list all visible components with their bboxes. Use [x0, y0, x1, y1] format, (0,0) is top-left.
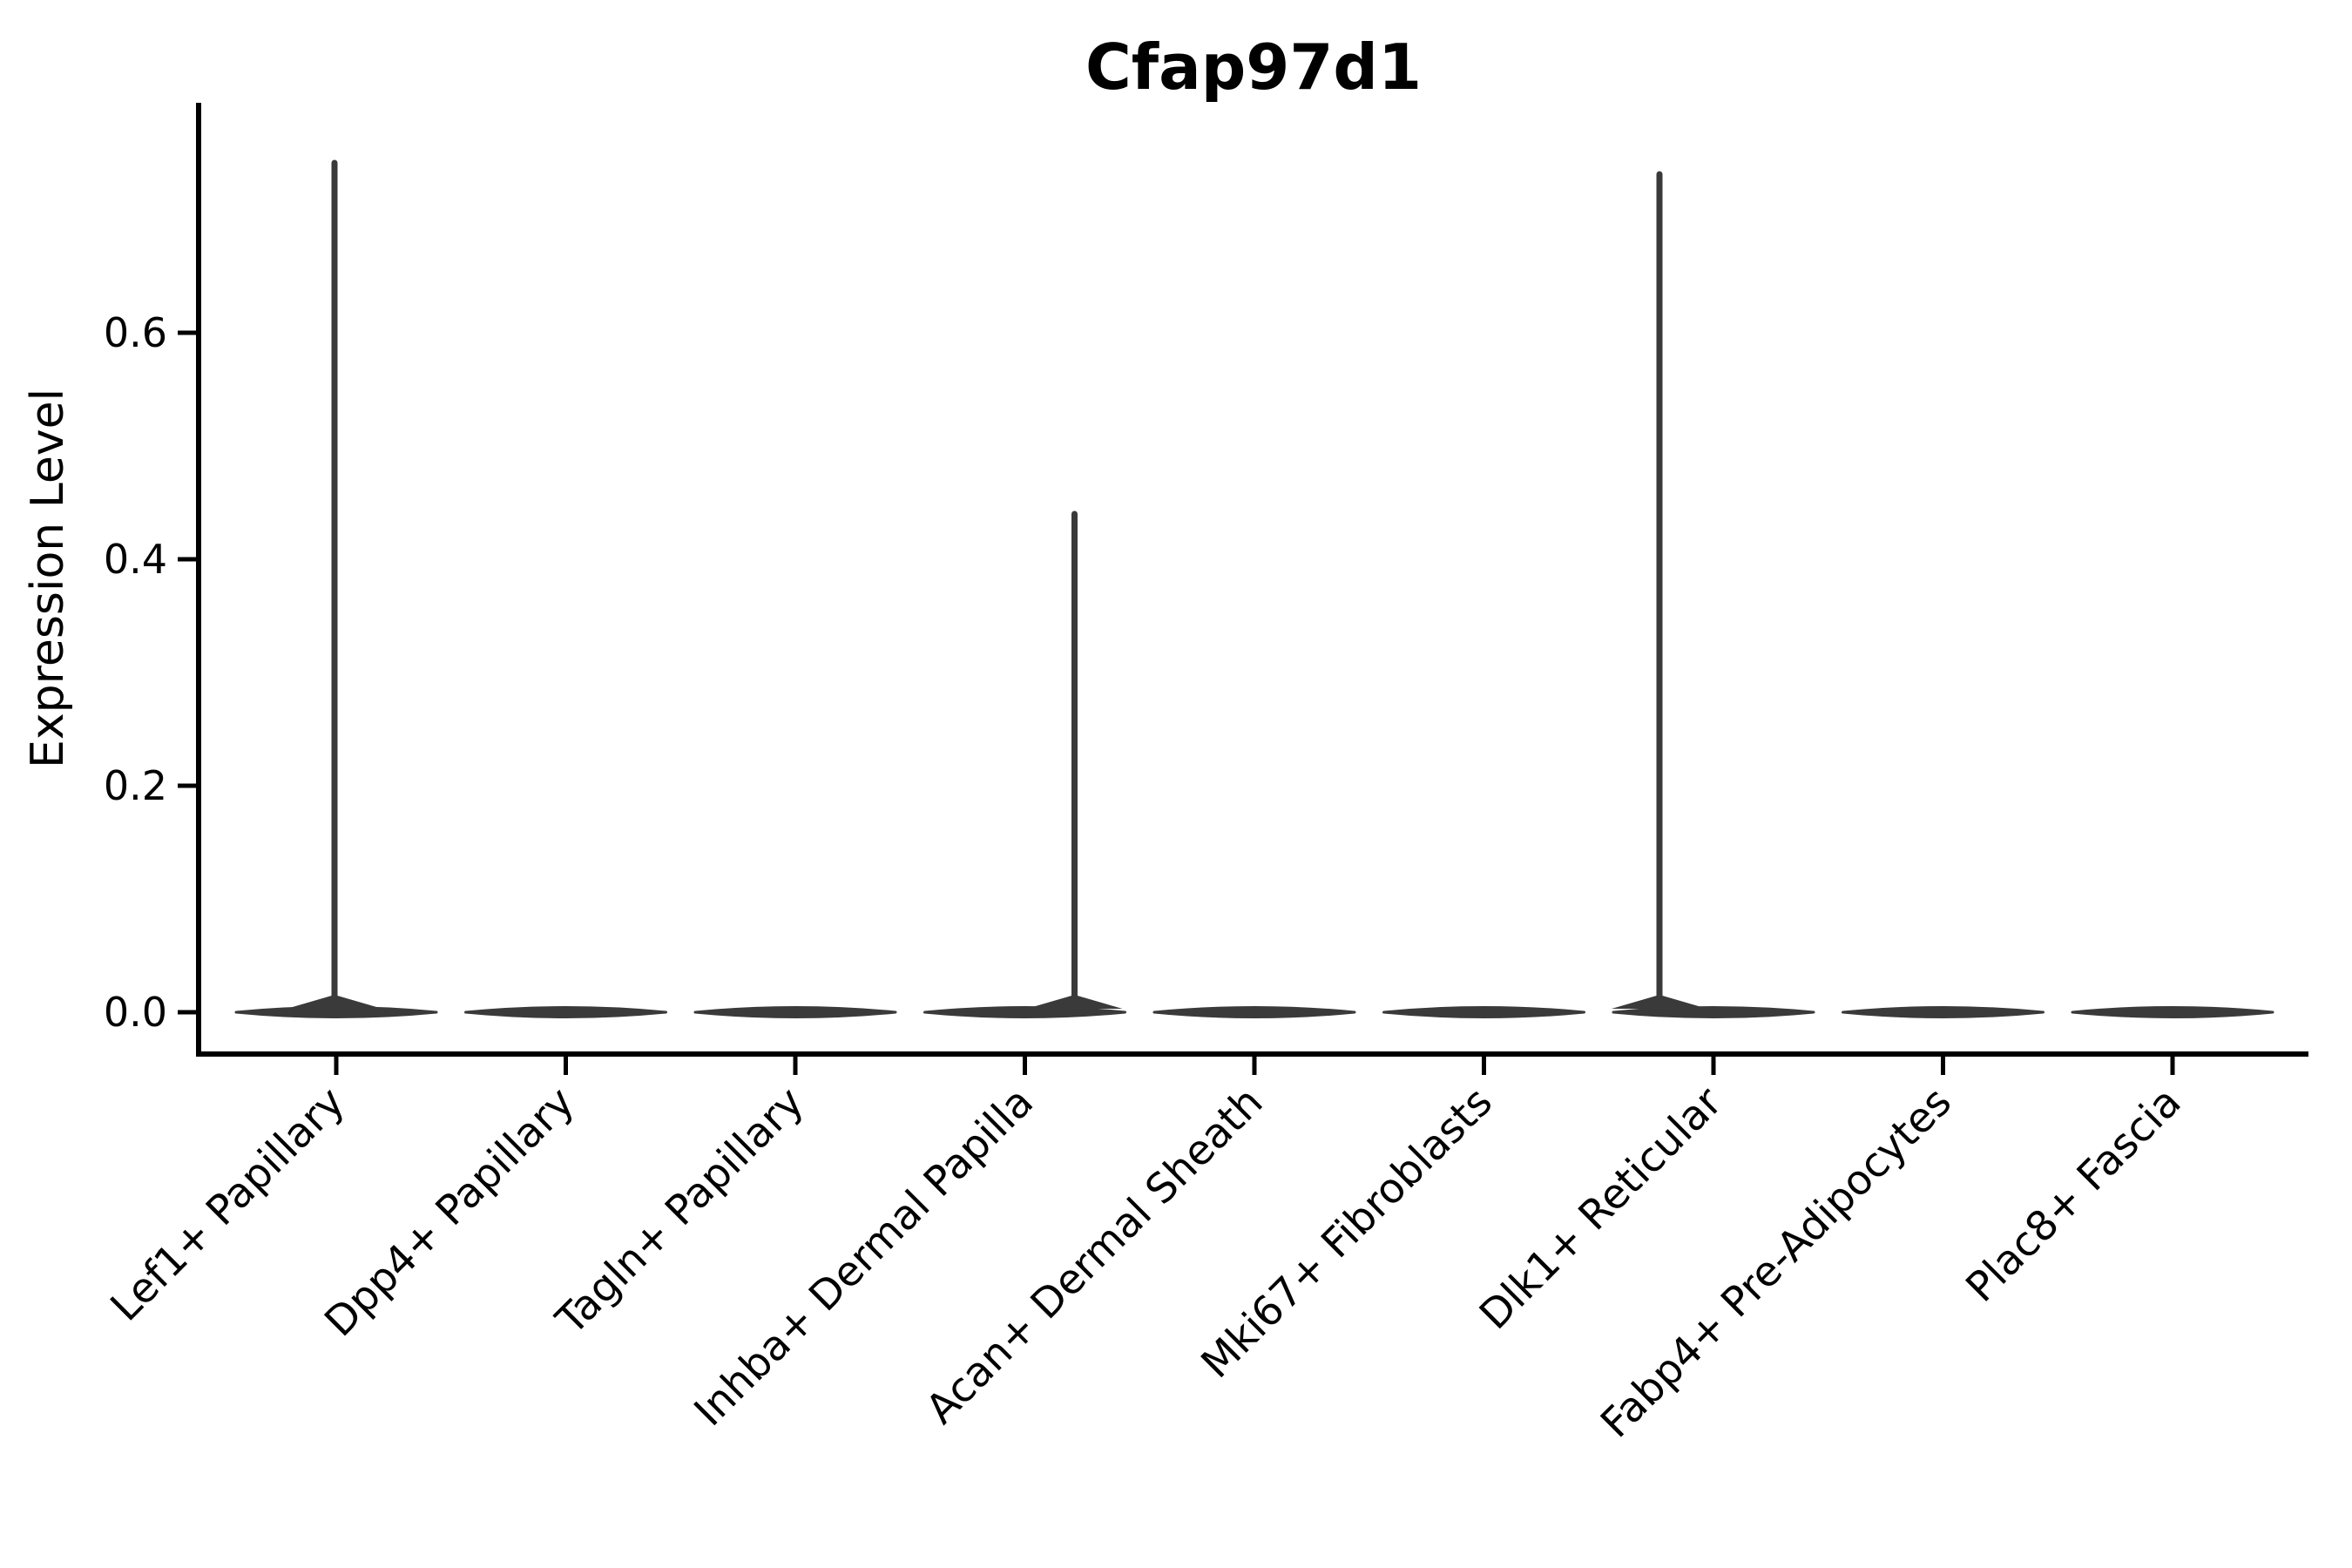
violin-acan-dermal-sheath [1152, 1006, 1356, 1018]
y-tick-label: 0.4 [104, 536, 167, 583]
violin-dpp4-papillary [464, 1006, 667, 1018]
violin-plac8-fascia [2071, 1006, 2274, 1018]
violin-tagln-papillary [693, 1006, 897, 1018]
violin-body [1842, 1006, 2044, 1018]
y-axis-ticks-group: 0.0 0.2 0.4 0.6 [104, 309, 199, 1036]
y-tick-label: 0.0 [104, 989, 167, 1036]
y-tick-label: 0.6 [104, 309, 167, 356]
violin-body [923, 1006, 1126, 1018]
violin-mki67-fibroblasts [1382, 1006, 1585, 1018]
chart-title: Cfap97d1 [1085, 30, 1422, 104]
y-tick-label: 0.2 [104, 762, 167, 809]
violin-body [1152, 1006, 1356, 1018]
violin-body [1382, 1006, 1585, 1018]
violin-body [1612, 1006, 1815, 1018]
violins-group [234, 159, 2274, 1018]
violin-body [2071, 1006, 2274, 1018]
y-axis-label: Expression Level [22, 389, 74, 768]
violin-body [693, 1006, 897, 1018]
violin-inhba-dermal-papilla [923, 510, 1126, 1018]
violin-body [464, 1006, 667, 1018]
violin-fabp4-pre-adipocytes [1842, 1006, 2044, 1018]
violin-lef1-papillary [234, 159, 438, 1018]
violin-dlk1-reticular [1612, 171, 1815, 1018]
